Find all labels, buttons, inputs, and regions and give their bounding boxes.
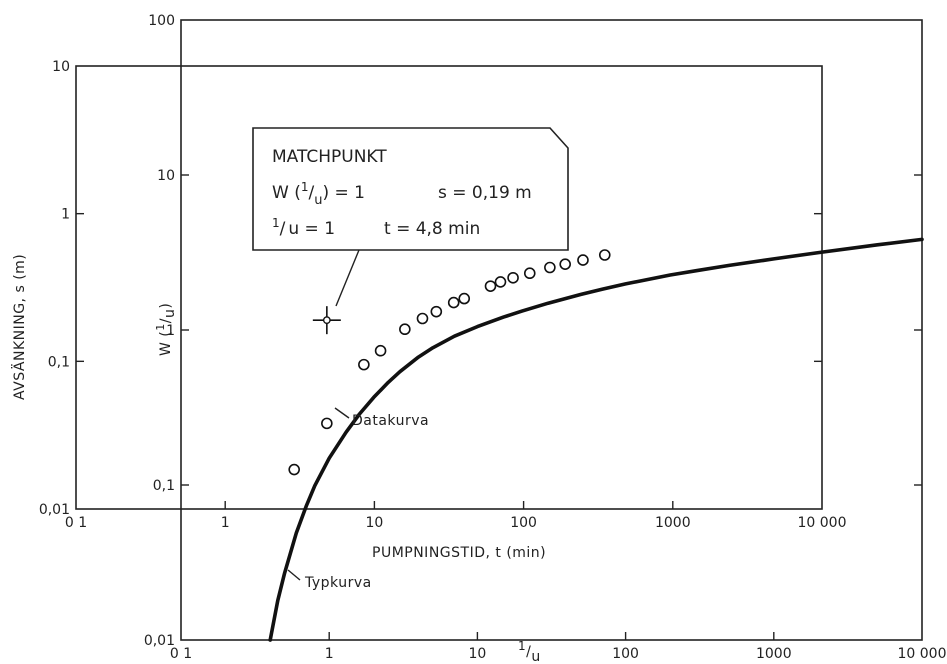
back-x-tick-label: 1 [325, 646, 334, 662]
mp-w-eq: ) = 1 [322, 183, 365, 203]
data-point [544, 261, 556, 274]
front-x-tick-label: 1000 [655, 515, 691, 531]
mp-w-num: 1 [301, 180, 309, 194]
match-point-dot [322, 316, 331, 325]
matchpoint-t: t = 4,8 min [384, 219, 480, 239]
ylab-den: u [162, 309, 178, 318]
data-point [507, 271, 519, 284]
data-point [288, 463, 300, 476]
front-y-tick-label: 10 [52, 59, 70, 75]
data-point [321, 417, 333, 430]
data-point [416, 312, 429, 325]
matchpoint-title: MATCHPUNKT [272, 147, 387, 167]
mp-w-slash: / [309, 183, 315, 203]
data-point [447, 296, 460, 309]
back-y-tick-label: 100 [148, 13, 175, 29]
ylab-num: 1 [154, 323, 167, 331]
matchpoint-line-u: 1/u = 1 [272, 216, 335, 239]
back-y-tick-label: 0,1 [153, 478, 175, 494]
data-point [458, 292, 471, 305]
data-point [484, 280, 497, 292]
ylab-slash: / [158, 318, 174, 323]
data-point [399, 323, 411, 336]
matchpoint-box: MATCHPUNKT W (1/u) = 1 s = 0,19 m 1/u = … [252, 127, 569, 307]
x-axis-label-1-over-u: 1/u [518, 639, 541, 664]
mp-u-slash: / [280, 219, 286, 239]
front-x-tick-label: 10 [365, 515, 383, 531]
back-x-tick-label: 100 [612, 646, 639, 662]
data-point [577, 254, 589, 266]
data-point [598, 249, 611, 261]
y-axis-label-avsankning: AVSÄNKNING, s (m) [10, 254, 28, 400]
mp-w: W ( [272, 183, 301, 203]
mp-u-eq: = 1 [299, 219, 335, 239]
xlab-den: u [531, 649, 540, 664]
data-point [430, 305, 443, 318]
matchpoint-s: s = 0,19 m [438, 183, 532, 203]
mp-u-den: u [288, 219, 299, 239]
match-point-marker [312, 306, 341, 335]
y-axis-label-w: W (1/u) [154, 303, 178, 356]
data-point [374, 344, 387, 357]
datakurva-label: Datakurva [352, 413, 429, 429]
data-point [523, 267, 536, 280]
data-curve-frame [75, 65, 823, 510]
xlab-slash: / [526, 644, 531, 660]
front-y-tick-label: 0,1 [48, 354, 70, 370]
data-point [494, 276, 507, 288]
matchpoint-leader [335, 249, 360, 307]
x-axis-label-pumpningstid: PUMPNINGSTID, t (min) [372, 545, 546, 561]
matchpoint-line-w: W (1/u) = 1 [272, 180, 365, 208]
xlab-num: 1 [518, 639, 526, 653]
matchpoint-box-outline [252, 127, 569, 251]
back-x-tick-label: 0 1 [170, 646, 192, 662]
data-point [358, 358, 370, 371]
front-x-tick-label: 100 [510, 515, 537, 531]
front-y-tick-label: 0,01 [39, 502, 70, 518]
back-y-tick-label: 10 [157, 168, 175, 184]
typkurva-label: Typkurva [304, 575, 372, 591]
back-y-tick-label: 0,01 [144, 633, 175, 649]
type-curve-line [268, 237, 924, 642]
back-x-tick-label: 1000 [756, 646, 792, 662]
datakurva-leader [334, 407, 350, 419]
typkurva-leader [287, 569, 301, 581]
ylab-close: ) [158, 303, 174, 309]
back-frame-rect [180, 19, 923, 641]
ylab-w: W ( [158, 331, 174, 356]
mp-w-den: u [314, 193, 322, 208]
front-x-tick-label: 10 000 [798, 515, 847, 531]
front-y-tick-label: 1 [61, 207, 70, 223]
data-point [559, 258, 571, 270]
back-y-tick-label: 1 [166, 323, 175, 339]
front-frame-rect [75, 65, 823, 510]
data-points [288, 249, 611, 476]
front-x-tick-label: 1 [221, 515, 230, 531]
front-x-tick-label: 0 1 [65, 515, 87, 531]
type-curve-frame [180, 19, 923, 641]
mp-u-num: 1 [272, 216, 280, 230]
type-curve [268, 237, 924, 642]
back-x-tick-label: 10 [468, 646, 486, 662]
back-x-tick-label: 10 000 [898, 646, 947, 662]
